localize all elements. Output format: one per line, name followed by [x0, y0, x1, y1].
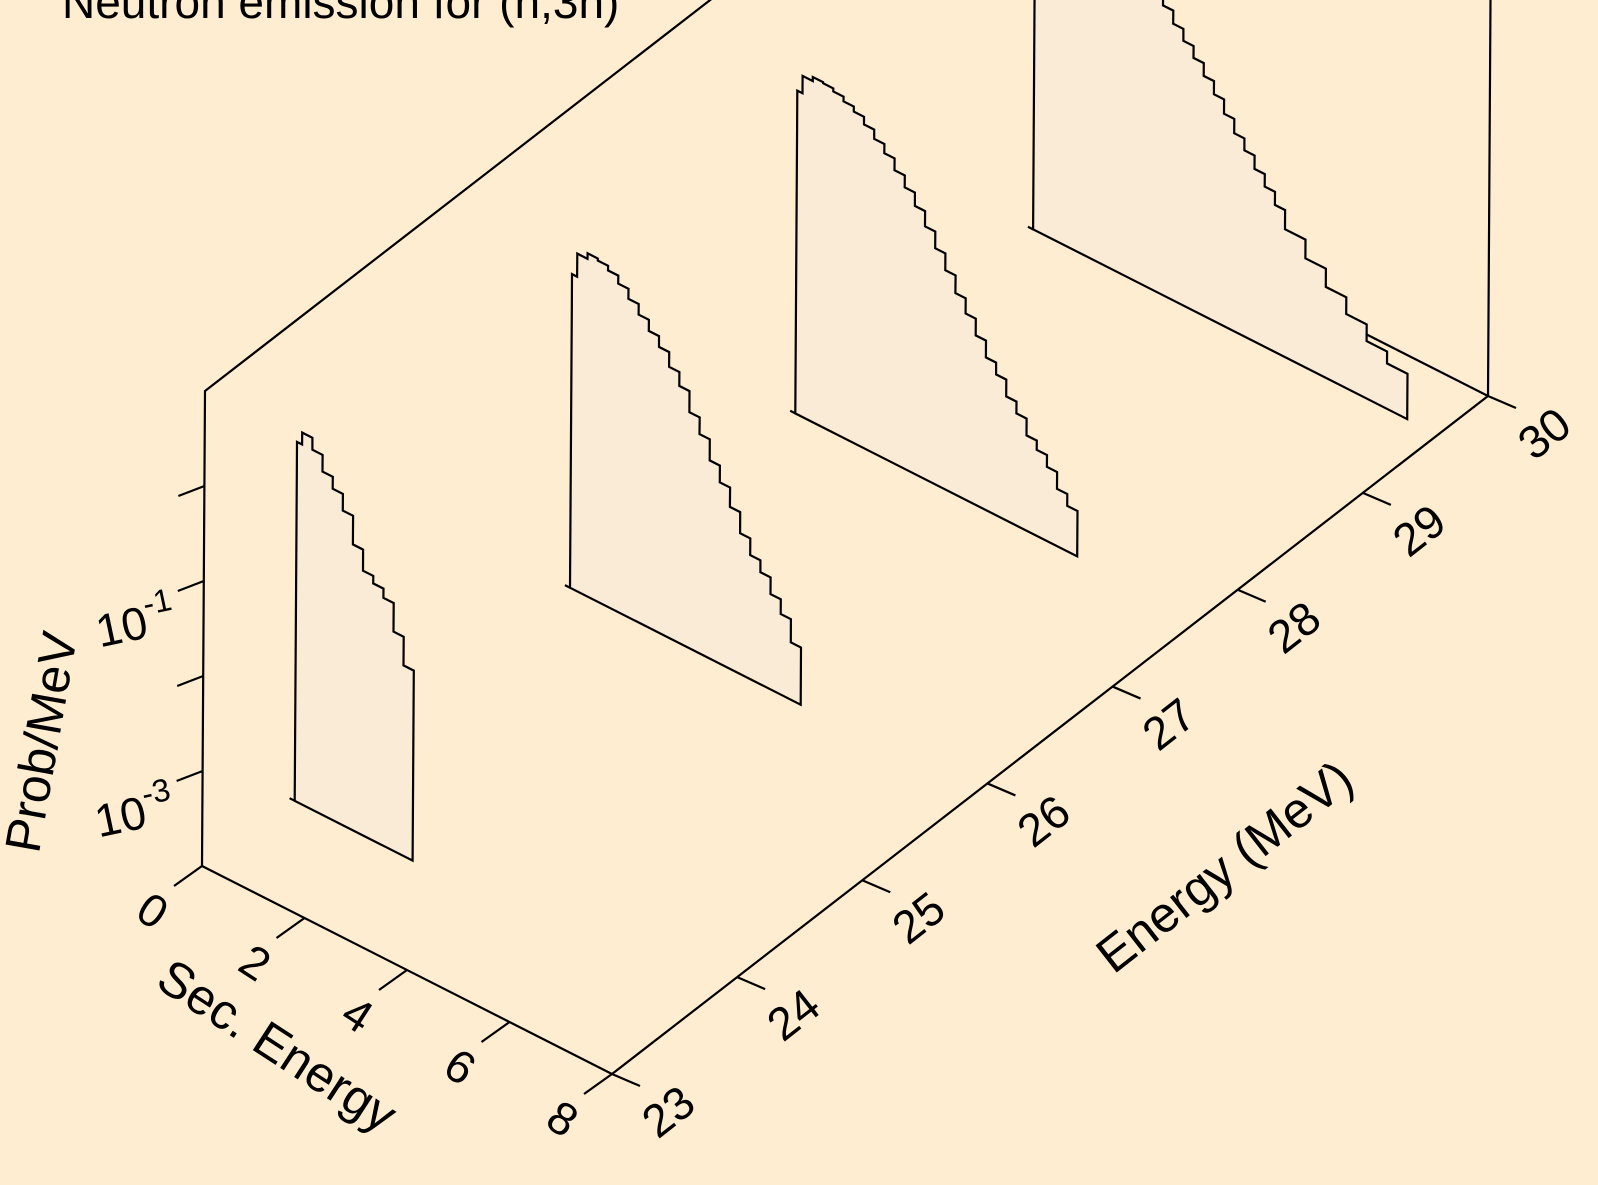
spectrum-panel — [794, 74, 1079, 559]
z-tick — [176, 769, 203, 783]
z-axis-label: Prob/MeV — [0, 627, 88, 856]
z-tick-label: 10-1 — [89, 581, 180, 657]
x-tick-label: 4 — [333, 986, 383, 1044]
y-tick-label: 29 — [1383, 494, 1455, 566]
y-tick-label: 25 — [882, 881, 954, 953]
y-tick-label: 23 — [632, 1075, 704, 1147]
spectrum-panel — [1031, 0, 1409, 421]
x-tick — [173, 865, 203, 887]
z-tick-label: 10-3 — [88, 771, 179, 847]
y-tick — [1487, 394, 1517, 410]
back-right-wall-edge — [1486, 0, 1492, 397]
x-tick-label: 6 — [435, 1038, 485, 1096]
z-tick — [178, 484, 205, 498]
y-tick — [861, 879, 891, 894]
back-left-wall-edge — [200, 0, 712, 867]
z-tick-exponent: -3 — [138, 771, 173, 812]
y-tick — [1112, 685, 1142, 700]
spectra-panels — [289, 0, 1409, 863]
y-tick — [611, 1072, 641, 1088]
y-tick — [736, 976, 766, 991]
y-tick-label: 24 — [757, 978, 829, 1050]
y-tick-label: 26 — [1007, 785, 1079, 857]
z-tick — [176, 674, 204, 688]
y-tick — [1362, 491, 1392, 506]
x-tick — [583, 1073, 613, 1095]
slice-baseline — [789, 409, 796, 415]
axis-ticks — [173, 394, 1517, 1095]
x-tick — [275, 917, 306, 939]
y-tick-label: 30 — [1508, 397, 1580, 469]
x-axis-label: Sec. Energy — [148, 948, 407, 1143]
x-tick-label: 0 — [128, 882, 178, 940]
z-tick — [177, 579, 205, 593]
x-tick — [378, 969, 408, 991]
y-axis-label: Energy (MeV) — [1086, 750, 1364, 984]
y-axis-line — [611, 395, 1489, 1075]
x-tick-label: 2 — [230, 934, 280, 992]
slice-baseline — [564, 584, 571, 589]
slice-baseline — [289, 797, 296, 802]
spectrum-panel — [293, 430, 415, 863]
y-tick-label: 28 — [1258, 591, 1330, 663]
slice-baseline — [1027, 225, 1034, 231]
y-tick-label: 27 — [1133, 688, 1205, 760]
y-tick — [986, 782, 1016, 797]
y-tick — [1237, 588, 1267, 603]
z-tick-exponent: -1 — [139, 581, 174, 622]
spectrum-panel — [568, 251, 803, 707]
x-tick-label: 8 — [538, 1090, 588, 1148]
x-tick — [480, 1021, 511, 1043]
chart-title: Neutron emission for (n,3n) — [62, 0, 619, 28]
